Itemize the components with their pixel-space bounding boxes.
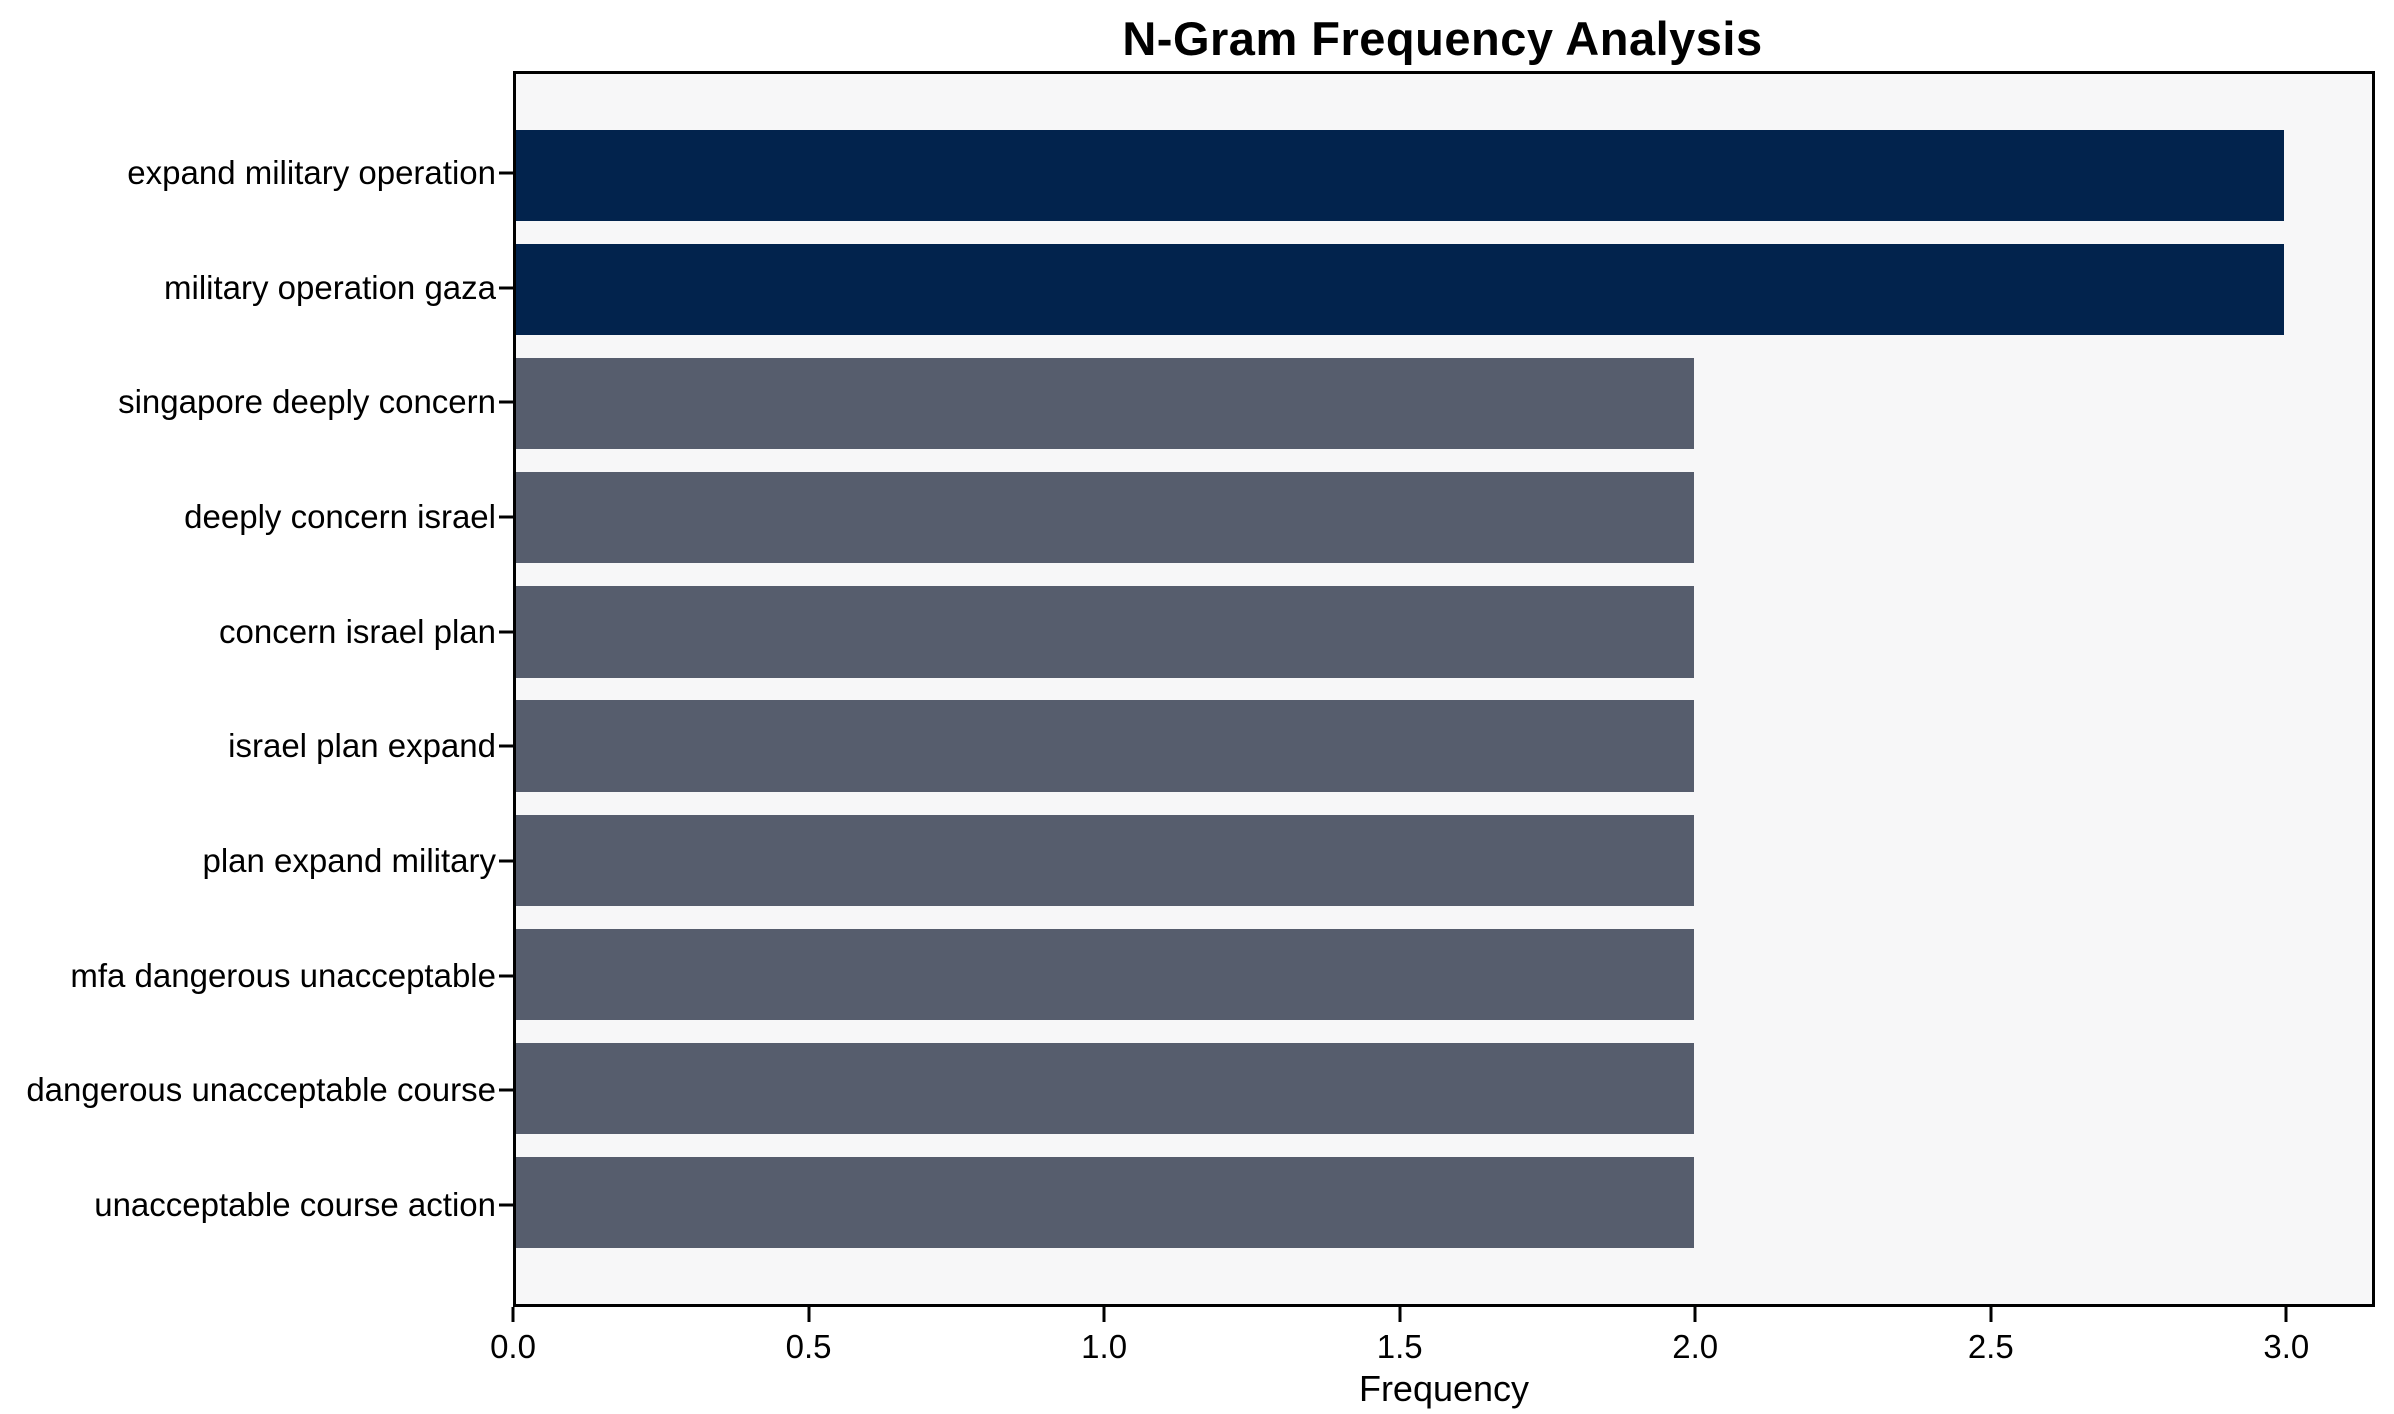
y-tick-label: dangerous unacceptable course <box>26 1071 496 1109</box>
y-tick-mark <box>499 286 513 290</box>
y-tick-label: deeply concern israel <box>184 498 496 535</box>
x-axis-label: Frequency <box>1358 1368 1530 1409</box>
y-tick-label: plan expand military <box>202 841 497 879</box>
x-tick-mark <box>1398 1307 1402 1322</box>
y-tick-mark <box>499 859 513 863</box>
bar <box>516 472 1695 564</box>
y-tick-label: israel plan expand <box>228 727 496 765</box>
chart-title: N-Gram Frequency Analysis <box>1122 12 1763 65</box>
bar <box>516 1156 1695 1249</box>
x-tick-label: 0.5 <box>785 1328 832 1365</box>
x-tick-mark <box>1989 1307 1993 1322</box>
y-tick-mark <box>499 630 513 634</box>
y-tick-label: unacceptable course action <box>94 1185 496 1223</box>
y-tick-label: military operation gaza <box>164 268 496 306</box>
y-tick-mark <box>499 171 513 175</box>
x-tick-label: 0.0 <box>490 1328 536 1365</box>
y-tick-mark <box>499 974 513 978</box>
y-tick-mark <box>499 1203 513 1207</box>
x-tick-label: 3.0 <box>2263 1328 2310 1365</box>
bar <box>516 1042 1695 1134</box>
x-tick-label: 1.5 <box>1376 1328 1423 1365</box>
x-tick-label: 2.5 <box>1967 1328 2014 1365</box>
bar <box>516 244 2284 336</box>
bar <box>516 586 1695 678</box>
x-tick-mark <box>807 1307 811 1322</box>
y-tick-label: mfa dangerous unacceptable <box>70 956 496 994</box>
x-tick-mark <box>2284 1307 2288 1322</box>
x-tick-mark <box>1693 1307 1697 1322</box>
y-axis-tick-labels: expand military operation military operat… <box>0 71 496 1307</box>
bar <box>516 129 2284 222</box>
x-tick-mark <box>1102 1307 1106 1322</box>
bar <box>516 928 1695 1020</box>
y-tick-label: expand military operation <box>127 154 496 192</box>
y-tick-label: singapore deeply concern <box>118 383 496 421</box>
y-tick-mark <box>499 1088 513 1092</box>
y-tick-mark <box>499 744 513 748</box>
y-tick-mark <box>499 515 513 519</box>
y-tick-label: concern israel plan <box>219 612 496 650</box>
plot-area <box>513 71 2375 1307</box>
bar <box>516 700 1695 792</box>
y-tick-mark <box>499 400 513 404</box>
x-tick-label: 2.0 <box>1672 1328 1719 1365</box>
bar <box>516 358 1695 450</box>
x-tick-mark <box>511 1307 515 1322</box>
bar <box>516 814 1695 906</box>
x-tick-label: 1.0 <box>1081 1328 1128 1365</box>
